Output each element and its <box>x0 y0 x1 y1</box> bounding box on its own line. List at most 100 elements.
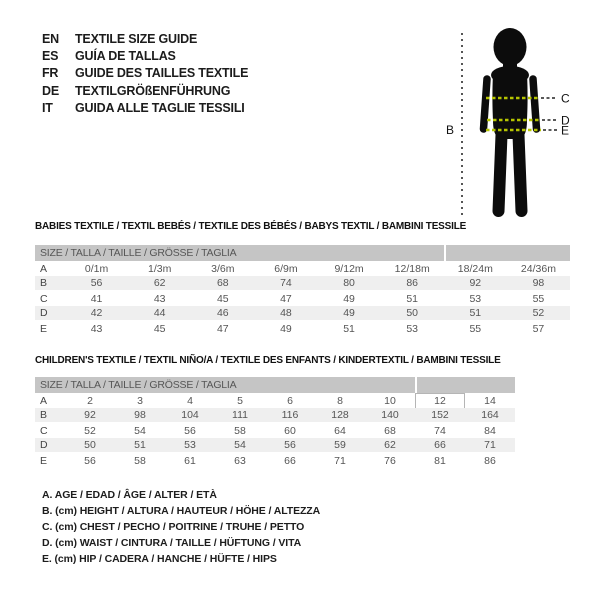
row-label: E <box>40 322 48 335</box>
size-cell: 51 <box>343 322 355 335</box>
size-cell: 41 <box>90 292 103 305</box>
size-cell: 49 <box>343 292 355 305</box>
language-row: FR GUIDE DES TAILLES TEXTILE <box>42 65 248 82</box>
size-cell: 60 <box>284 424 296 437</box>
size-cell: 9/12m <box>334 262 364 275</box>
measurement-legend: A. AGE / EDAD / ÂGE / ALTER / ETÀ B. (cm)… <box>42 489 320 569</box>
size-cell: 14 <box>484 394 496 407</box>
chest-label: C <box>561 92 570 106</box>
legend-line: B. (cm) HEIGHT / ALTURA / HAUTEUR / HÖHE… <box>42 505 321 517</box>
height-label: B <box>446 123 454 137</box>
table-row-E: E 56 58 61 63 66 71 76 81 86 <box>35 453 515 468</box>
language-row: EN TEXTILE SIZE GUIDE <box>42 30 248 47</box>
size-cell: 55 <box>469 322 482 335</box>
size-cell: 152 <box>431 409 449 421</box>
size-cell: 140 <box>381 409 399 421</box>
language-code: IT <box>42 101 53 116</box>
table-row-C: C 52 54 56 58 60 64 68 74 84 <box>35 423 515 438</box>
size-cell: 51 <box>469 307 482 319</box>
size-cell: 71 <box>484 439 496 451</box>
size-cell: 56 <box>184 424 196 437</box>
silhouette-right-arm <box>529 75 541 133</box>
waist-label: D <box>561 114 570 128</box>
legend-line: A. AGE / EDAD / ÂGE / ALTER / ETÀ <box>42 489 217 501</box>
table-row-B: B 56 62 68 74 80 86 92 98 <box>35 276 570 291</box>
row-label: C <box>40 424 48 437</box>
table-row-B: B 92 98 104 111 116 128 140 152 164 <box>35 408 515 423</box>
language-code: ES <box>42 49 59 64</box>
babies-table: SIZE / TALLA / TAILLE / GRÖSSE / TAGLIA … <box>35 245 570 336</box>
silhouette-right-leg <box>512 129 528 217</box>
size-cell: 52 <box>532 307 545 319</box>
size-cell: 43 <box>90 322 103 335</box>
size-cell: 63 <box>234 454 246 467</box>
size-cell: 104 <box>181 409 199 421</box>
legend-line: C. (cm) CHEST / PECHO / POITRINE / TRUHE… <box>42 521 305 533</box>
size-cell: 59 <box>334 439 346 451</box>
silhouette-left-arm <box>479 75 491 133</box>
language-row: DE TEXTILGRÖßENFÜHRUNG <box>42 82 248 99</box>
table-row-D: D 50 51 53 54 56 59 62 66 71 <box>35 438 515 453</box>
size-cell: 1/3m <box>148 262 172 275</box>
size-cell: 49 <box>343 307 355 319</box>
size-cell: 54 <box>234 439 246 451</box>
row-label: A <box>40 262 48 275</box>
size-cell: 10 <box>384 394 396 407</box>
size-cell: 56 <box>90 277 103 289</box>
language-code: FR <box>42 66 59 81</box>
size-cell: 18/24m <box>457 262 493 275</box>
size-cell: 66 <box>284 454 296 467</box>
size-cell: 42 <box>90 307 103 319</box>
size-cell: 61 <box>184 454 196 467</box>
size-cell: 76 <box>384 454 396 467</box>
child-figure: B C D E <box>446 28 570 217</box>
size-cell: 6/9m <box>274 262 298 275</box>
size-cell: 0/1m <box>84 262 109 275</box>
size-cell: 54 <box>134 424 146 437</box>
size-cell: 68 <box>216 277 229 289</box>
table-row-C: C 41 43 45 47 49 51 53 55 <box>35 291 570 306</box>
size-cell: 48 <box>280 307 292 319</box>
size-cell: 81 <box>434 454 446 467</box>
row-label: E <box>40 454 48 467</box>
language-label: TEXTILE SIZE GUIDE <box>75 31 198 46</box>
size-cell: 47 <box>280 292 292 305</box>
size-header-label: SIZE / TALLA / TAILLE / GRÖSSE / TAGLIA <box>40 247 237 259</box>
size-cell: 92 <box>469 277 482 289</box>
size-cell: 128 <box>331 409 349 421</box>
size-cell: 111 <box>232 409 248 421</box>
table-row-A: A 2 3 4 5 6 8 10 12 14 <box>35 393 515 408</box>
children-table: SIZE / TALLA / TAILLE / GRÖSSE / TAGLIA … <box>35 377 515 468</box>
size-cell: 55 <box>532 292 545 305</box>
size-cell: 8 <box>337 394 343 407</box>
silhouette-head <box>493 28 527 66</box>
size-cell: 51 <box>406 292 419 305</box>
row-label: D <box>40 439 48 451</box>
silhouette-torso <box>492 73 528 139</box>
silhouette-left-leg <box>492 129 508 217</box>
size-cell: 62 <box>384 439 396 451</box>
size-cell: 6 <box>287 394 293 407</box>
size-cell: 56 <box>84 454 96 467</box>
language-label: TEXTILGRÖßENFÜHRUNG <box>75 83 231 98</box>
size-cell: 71 <box>334 454 346 467</box>
size-cell: 74 <box>280 277 292 289</box>
size-cell: 51 <box>134 439 146 451</box>
language-label: GUIDE DES TAILLES TEXTILE <box>75 66 249 81</box>
babies-table-body: A 0/1m 1/3m 3/6m 6/9m 9/12m 12/18m 18/24m 24/36m… <box>35 261 570 336</box>
size-cell: 45 <box>153 322 166 335</box>
babies-table-header: SIZE / TALLA / TAILLE / GRÖSSE / TAGLIA <box>35 245 570 261</box>
language-label: GUÍA DE TALLAS <box>75 49 176 64</box>
table-row-E: E 43 45 47 49 51 53 55 57 <box>35 321 570 336</box>
size-cell: 86 <box>406 277 419 289</box>
table-row-D: D 42 44 46 48 49 50 51 52 <box>35 306 570 321</box>
size-cell: 164 <box>481 409 499 421</box>
size-cell: 84 <box>484 424 496 437</box>
table-row-A: A 0/1m 1/3m 3/6m 6/9m 9/12m 12/18m 18/24m 24/36m <box>35 261 570 276</box>
language-row: IT GUIDA ALLE TAGLIE TESSILI <box>42 100 248 117</box>
size-cell: 98 <box>134 409 146 421</box>
size-header-label: SIZE / TALLA / TAILLE / GRÖSSE / TAGLIA <box>40 379 237 391</box>
size-cell: 92 <box>84 409 96 421</box>
size-cell: 98 <box>532 277 545 289</box>
